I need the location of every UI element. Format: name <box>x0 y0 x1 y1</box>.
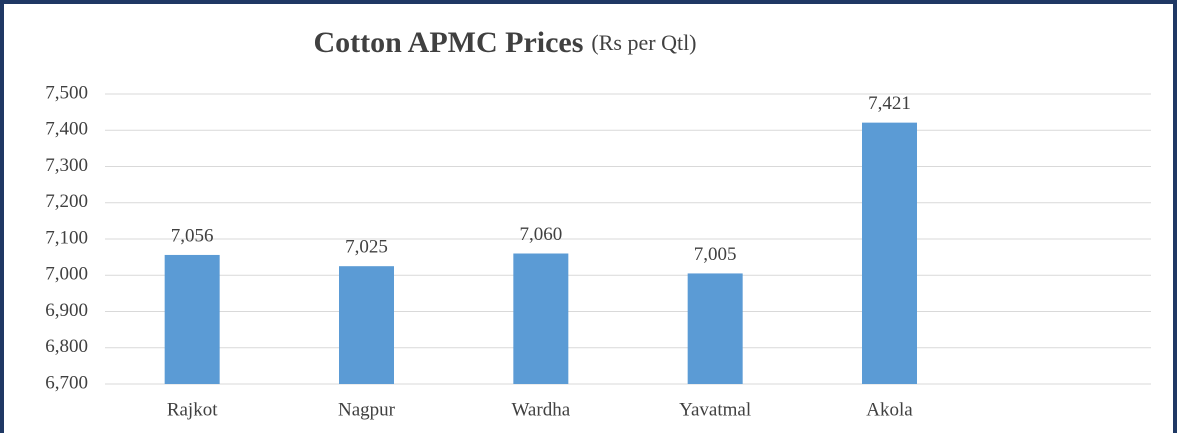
bar <box>862 122 917 384</box>
x-tick-label: Akola <box>866 399 913 420</box>
y-tick-label: 7,100 <box>45 227 88 248</box>
x-tick-label: Yavatmal <box>679 399 751 420</box>
chart-subtitle: (Rs per Qtl) <box>591 30 696 55</box>
data-label: 7,421 <box>868 93 911 114</box>
data-label: 7,060 <box>519 224 562 245</box>
bar <box>339 266 394 384</box>
x-tick-label: Nagpur <box>338 399 396 420</box>
data-label: 7,025 <box>345 237 388 258</box>
x-tick-label: Wardha <box>512 399 571 420</box>
y-tick-label: 6,900 <box>45 300 88 321</box>
y-tick-label: 6,700 <box>45 372 88 393</box>
bar <box>513 253 569 384</box>
chart-title: Cotton APMC Prices <box>313 26 583 59</box>
data-label: 7,005 <box>694 244 737 265</box>
y-tick-label: 7,500 <box>45 82 88 103</box>
y-tick-label: 7,200 <box>45 191 88 212</box>
y-tick-label: 7,000 <box>45 264 88 285</box>
chart-title-group: Cotton APMC Prices (Rs per Qtl) <box>313 26 696 59</box>
y-tick-label: 6,800 <box>45 336 88 357</box>
x-tick-label: Rajkot <box>167 399 218 420</box>
bar <box>687 273 743 384</box>
data-label: 7,056 <box>171 225 214 246</box>
y-tick-label: 7,400 <box>45 119 88 140</box>
y-tick-label: 7,300 <box>45 155 88 176</box>
bar <box>164 254 220 384</box>
